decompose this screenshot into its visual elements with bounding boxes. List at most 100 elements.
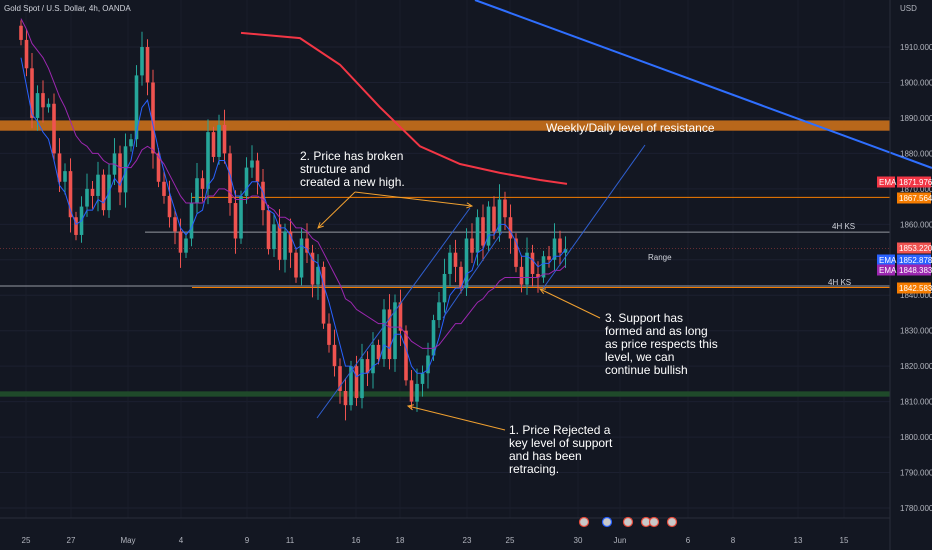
candle[interactable] [393,302,397,360]
candle[interactable] [222,125,227,154]
candle[interactable] [272,224,276,250]
candle[interactable] [195,178,199,204]
candle[interactable] [90,188,95,196]
candle[interactable] [46,103,51,108]
candle[interactable] [497,199,502,232]
candle[interactable] [552,238,557,260]
candle[interactable] [211,132,216,157]
candle[interactable] [173,217,177,232]
candle[interactable] [261,181,265,211]
candle[interactable] [156,153,161,182]
channel-line[interactable] [442,231,503,319]
candle[interactable] [228,153,232,204]
candle[interactable] [464,238,469,289]
candle[interactable] [486,206,491,246]
candle[interactable] [547,256,551,260]
candle[interactable] [404,330,408,381]
candle[interactable] [266,210,271,250]
candle[interactable] [426,355,430,374]
candle[interactable] [387,309,392,360]
event-flag-icon[interactable] [601,516,613,528]
candle[interactable] [206,132,210,189]
event-flag-icon[interactable] [578,516,590,528]
candle[interactable] [250,160,254,168]
event-flag-icon[interactable] [648,516,660,528]
event-flag-icon[interactable] [622,516,634,528]
candle[interactable] [118,153,122,193]
candle[interactable] [321,266,326,324]
candle[interactable] [382,309,386,360]
candle[interactable] [558,238,562,253]
candle[interactable] [233,203,238,239]
candle[interactable] [239,195,243,239]
candle[interactable] [162,181,166,196]
candle[interactable] [338,366,342,391]
candle[interactable] [316,266,320,285]
candle[interactable] [448,252,452,274]
candle[interactable] [376,344,381,360]
candle[interactable] [470,238,474,253]
candle[interactable] [74,217,78,235]
long-term-trendline[interactable] [474,0,932,169]
candle[interactable] [371,344,375,374]
candle[interactable] [530,252,535,274]
candle[interactable] [415,383,419,402]
candle[interactable] [310,252,315,285]
candle[interactable] [492,206,496,232]
candle[interactable] [41,93,45,108]
trendlines[interactable] [316,0,932,419]
candle[interactable] [101,174,106,211]
candle[interactable] [52,103,56,154]
channel-line[interactable] [316,207,471,419]
candle[interactable] [283,231,287,260]
time-axis[interactable]: 25 27 May 4 9 11 16 18 23 25 30 Jun 6 8 13 15 [22,536,849,545]
candle[interactable] [442,273,447,303]
candle[interactable] [332,344,337,367]
candle[interactable] [288,231,293,253]
candle[interactable] [563,249,568,253]
candle[interactable] [437,302,441,321]
candle[interactable] [277,224,282,260]
candle[interactable] [459,266,463,289]
candle[interactable] [145,47,150,83]
candle[interactable] [475,217,480,253]
candle[interactable] [431,320,436,356]
candle[interactable] [123,146,128,193]
candle[interactable] [30,68,34,118]
candle[interactable] [167,195,172,218]
candle[interactable] [299,238,304,278]
candle[interactable] [68,171,73,218]
candle[interactable] [200,178,205,189]
event-flag-icon[interactable] [666,516,678,528]
candle[interactable] [85,188,89,207]
candle[interactable] [354,366,359,399]
candle[interactable] [453,252,458,267]
candle[interactable] [360,359,364,399]
candle[interactable] [244,167,249,196]
candle[interactable] [343,390,348,406]
candle[interactable] [349,366,353,406]
candle[interactable] [514,238,518,267]
candle[interactable] [140,47,144,76]
candle[interactable] [327,323,331,345]
candle[interactable] [184,238,188,253]
candle[interactable] [19,25,23,40]
candle[interactable] [481,217,485,246]
candle[interactable] [63,171,67,182]
candle[interactable] [57,153,62,182]
candle[interactable] [189,203,194,239]
candle[interactable] [129,139,133,147]
candle[interactable] [24,39,29,69]
candle[interactable] [294,252,298,278]
candle[interactable] [525,252,529,285]
candle[interactable] [305,238,309,253]
candle[interactable] [151,82,155,154]
candle[interactable] [541,256,546,278]
candle[interactable] [134,75,139,140]
projection-line[interactable] [541,144,646,291]
candle[interactable] [365,359,370,374]
candle[interactable] [178,231,183,253]
candle[interactable] [398,302,403,331]
candle[interactable] [420,373,425,384]
